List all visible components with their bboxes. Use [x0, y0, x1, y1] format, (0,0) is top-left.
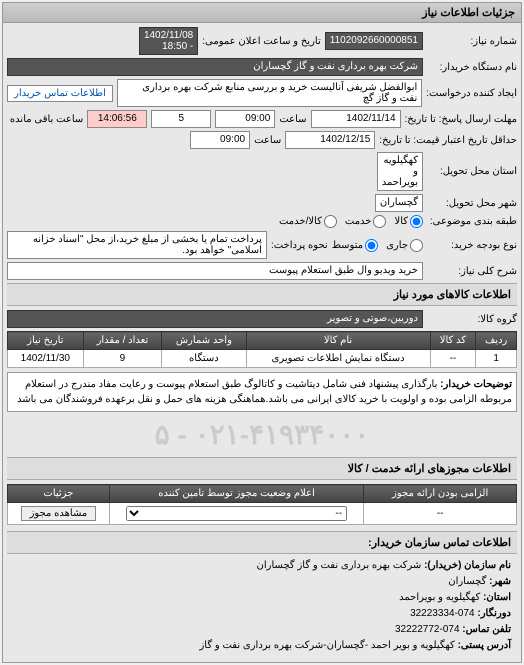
goods-td-4: 9: [83, 350, 162, 368]
notes-value: بارگذاری پیشنهاد فنی شامل دیتاشیت و کاتا…: [17, 379, 512, 405]
panel-header: جزئیات اطلاعات نیاز: [3, 3, 521, 23]
contact-buyer-button[interactable]: اطلاعات تماس خریدار: [7, 85, 113, 102]
goods-th-0: ردیف: [476, 332, 517, 350]
radio-mid[interactable]: متوسط: [332, 239, 378, 252]
radio-khadamat[interactable]: خدمت: [345, 215, 387, 228]
row-city: شهر محل تحویل: گچساران: [7, 194, 517, 212]
row-request-no: شماره نیاز: 1102092660000851 تاریخ و ساع…: [7, 27, 517, 55]
contact-section-title: اطلاعات تماس سازمان خریدار:: [7, 531, 517, 554]
permits-td-1: --: [109, 503, 364, 525]
goods-th-4: تعداد / مقدار: [83, 332, 162, 350]
contact-phone: تلفن تماس: 074-32222772: [13, 622, 511, 638]
goods-th-3: واحد شمارش: [162, 332, 246, 350]
city-label: شهر محل تحویل:: [427, 198, 517, 209]
row-province: استان محل تحویل: کهگیلویه و بویراحمد: [7, 152, 517, 191]
goods-th-5: تاریخ نیاز: [8, 332, 84, 350]
radio-mid-input[interactable]: [365, 239, 378, 252]
permits-th-2: جزئیات: [8, 485, 110, 503]
panel-body: شماره نیاز: 1102092660000851 تاریخ و ساع…: [3, 23, 521, 662]
remain-count-field: 5: [151, 110, 211, 128]
requester-label: ایجاد کننده درخواست:: [426, 88, 517, 99]
goods-th-2: نام کالا: [246, 332, 430, 350]
row-validity: حداقل تاریخ اعتبار قیمت: تا تاریخ: 1402/…: [7, 131, 517, 149]
payment-label: نحوه پرداخت:: [271, 240, 328, 251]
request-no-field: 1102092660000851: [325, 32, 423, 50]
permits-td-2: مشاهده مجوز: [8, 503, 110, 525]
row-buyer: نام دستگاه خریدار: شرکت بهره برداری نفت …: [7, 58, 517, 76]
validity-time-field: 09:00: [190, 131, 250, 149]
radio-both[interactable]: کالا/خدمت: [279, 215, 337, 228]
contact-fax: دورنگار: 074-32223334: [13, 606, 511, 622]
radio-both-input[interactable]: [324, 215, 337, 228]
row-main-topic: شرح کلی نیاز: خرید ویدیو وال طبق استعلام…: [7, 262, 517, 280]
request-no-label: شماره نیاز:: [427, 36, 517, 47]
goods-th-1: کد کالا: [430, 332, 476, 350]
province-field: کهگیلویه و بویراحمد: [377, 152, 423, 191]
budget-type-label: نوع بودجه خرید:: [427, 240, 517, 251]
goods-td-5: 1402/11/30: [8, 350, 84, 368]
validity-label: حداقل تاریخ اعتبار قیمت: تا تاریخ:: [379, 135, 517, 146]
permit-status-select[interactable]: --: [126, 506, 347, 521]
deadline-time-field: 09:00: [215, 110, 275, 128]
goods-table: ردیف کد کالا نام کالا واحد شمارش تعداد /…: [7, 331, 517, 368]
main-topic-field: خرید ویدیو وال طبق استعلام پیوست: [7, 262, 423, 280]
goods-section-title: اطلاعات کالاهای مورد نیاز: [7, 283, 517, 306]
goods-table-row[interactable]: 1 -- دستگاه نمایش اطلاعات تصویری دستگاه …: [8, 350, 517, 368]
row-budget: طبقه بندی موضوعی: کالا خدمت کالا/خدمت: [7, 215, 517, 228]
goods-table-header-row: ردیف کد کالا نام کالا واحد شمارش تعداد /…: [8, 332, 517, 350]
row-deadline: مهلت ارسال پاسخ: تا تاریخ: 1402/11/14 سا…: [7, 110, 517, 128]
province-label: استان محل تحویل:: [427, 166, 517, 177]
contact-section: نام سازمان (خریدار): شرکت بهره برداری نف…: [7, 554, 517, 658]
view-permit-button[interactable]: مشاهده مجوز: [21, 506, 97, 521]
permits-section-title: اطلاعات مجوزهای ارائه خدمت / کالا: [7, 457, 517, 480]
buyer-field: شرکت بهره برداری نفت و گاز گچساران: [7, 58, 423, 76]
goods-td-0: 1: [476, 350, 517, 368]
permits-th-0: الزامی بودن ارائه مجوز: [364, 485, 517, 503]
requester-field: ابوالفضل شریفی آنالیست خرید و بررسی مناب…: [117, 79, 422, 107]
permits-th-1: اعلام وضعیت مجوز توسط تامین کننده: [109, 485, 364, 503]
radio-current[interactable]: جاری: [386, 239, 423, 252]
deadline-date-field: 1402/11/14: [311, 110, 401, 128]
goods-td-1: --: [430, 350, 476, 368]
buyer-label: نام دستگاه خریدار:: [427, 62, 517, 73]
remain-text: ساعت باقی مانده: [10, 114, 83, 125]
deadline-label: مهلت ارسال پاسخ: تا تاریخ:: [405, 114, 517, 125]
contact-province: استان: کهگیلویه و بویراحمد: [13, 590, 511, 606]
remain-timer-field: 14:06:56: [87, 110, 147, 128]
main-panel: جزئیات اطلاعات نیاز شماره نیاز: 11020926…: [2, 2, 522, 663]
validity-date-field: 1402/12/15: [285, 131, 375, 149]
goods-group-label: گروه کالا:: [427, 314, 517, 325]
permits-header-row: الزامی بودن ارائه مجوز اعلام وضعیت مجوز …: [8, 485, 517, 503]
contact-address: آدرس پستی: کهگیلویه و بویر احمد -گچساران…: [13, 638, 511, 654]
permits-td-0: --: [364, 503, 517, 525]
budget-radio-group: جاری متوسط: [332, 239, 423, 252]
time-label-2: ساعت: [254, 135, 281, 146]
notes-box: توضیحات خریدار: بارگذاری پیشنهاد فنی شام…: [7, 372, 517, 412]
goods-group-field: دوربین،صوتی و تصویر: [7, 310, 423, 328]
row-goods-group: گروه کالا: دوربین،صوتی و تصویر: [7, 310, 517, 328]
radio-kala[interactable]: کالا: [394, 215, 423, 228]
time-label-1: ساعت: [279, 114, 306, 125]
permits-table: الزامی بودن ارائه مجوز اعلام وضعیت مجوز …: [7, 484, 517, 525]
notes-label: توضیحات خریدار:: [440, 377, 512, 392]
contact-org: نام سازمان (خریدار): شرکت بهره برداری نف…: [13, 558, 511, 574]
category-radio-group: کالا خدمت کالا/خدمت: [279, 215, 423, 228]
city-field: گچساران: [375, 194, 423, 212]
announce-field: 1402/11/08 - 18:50: [139, 27, 198, 55]
permits-table-row: -- -- مشاهده مجوز: [8, 503, 517, 525]
goods-td-2: دستگاه نمایش اطلاعات تصویری: [246, 350, 430, 368]
row-requester: ایجاد کننده درخواست: ابوالفضل شریفی آنال…: [7, 79, 517, 107]
payment-field: پرداخت تمام یا بخشی از مبلغ خرید،از محل …: [7, 231, 267, 259]
budget-label: طبقه بندی موضوعی:: [427, 216, 517, 227]
goods-td-3: دستگاه: [162, 350, 246, 368]
radio-khadamat-input[interactable]: [373, 215, 386, 228]
row-budget-type: نوع بودجه خرید: جاری متوسط نحوه پرداخت: …: [7, 231, 517, 259]
radio-current-input[interactable]: [410, 239, 423, 252]
watermark-text: ۰۲۱-۴۱۹۳۴۰۰۰ - ۵: [7, 412, 517, 457]
announce-label: تاریخ و ساعت اعلان عمومی:: [202, 36, 321, 47]
main-topic-label: شرح کلی نیاز:: [427, 266, 517, 277]
radio-kala-input[interactable]: [410, 215, 423, 228]
contact-city: شهر: گچساران: [13, 574, 511, 590]
